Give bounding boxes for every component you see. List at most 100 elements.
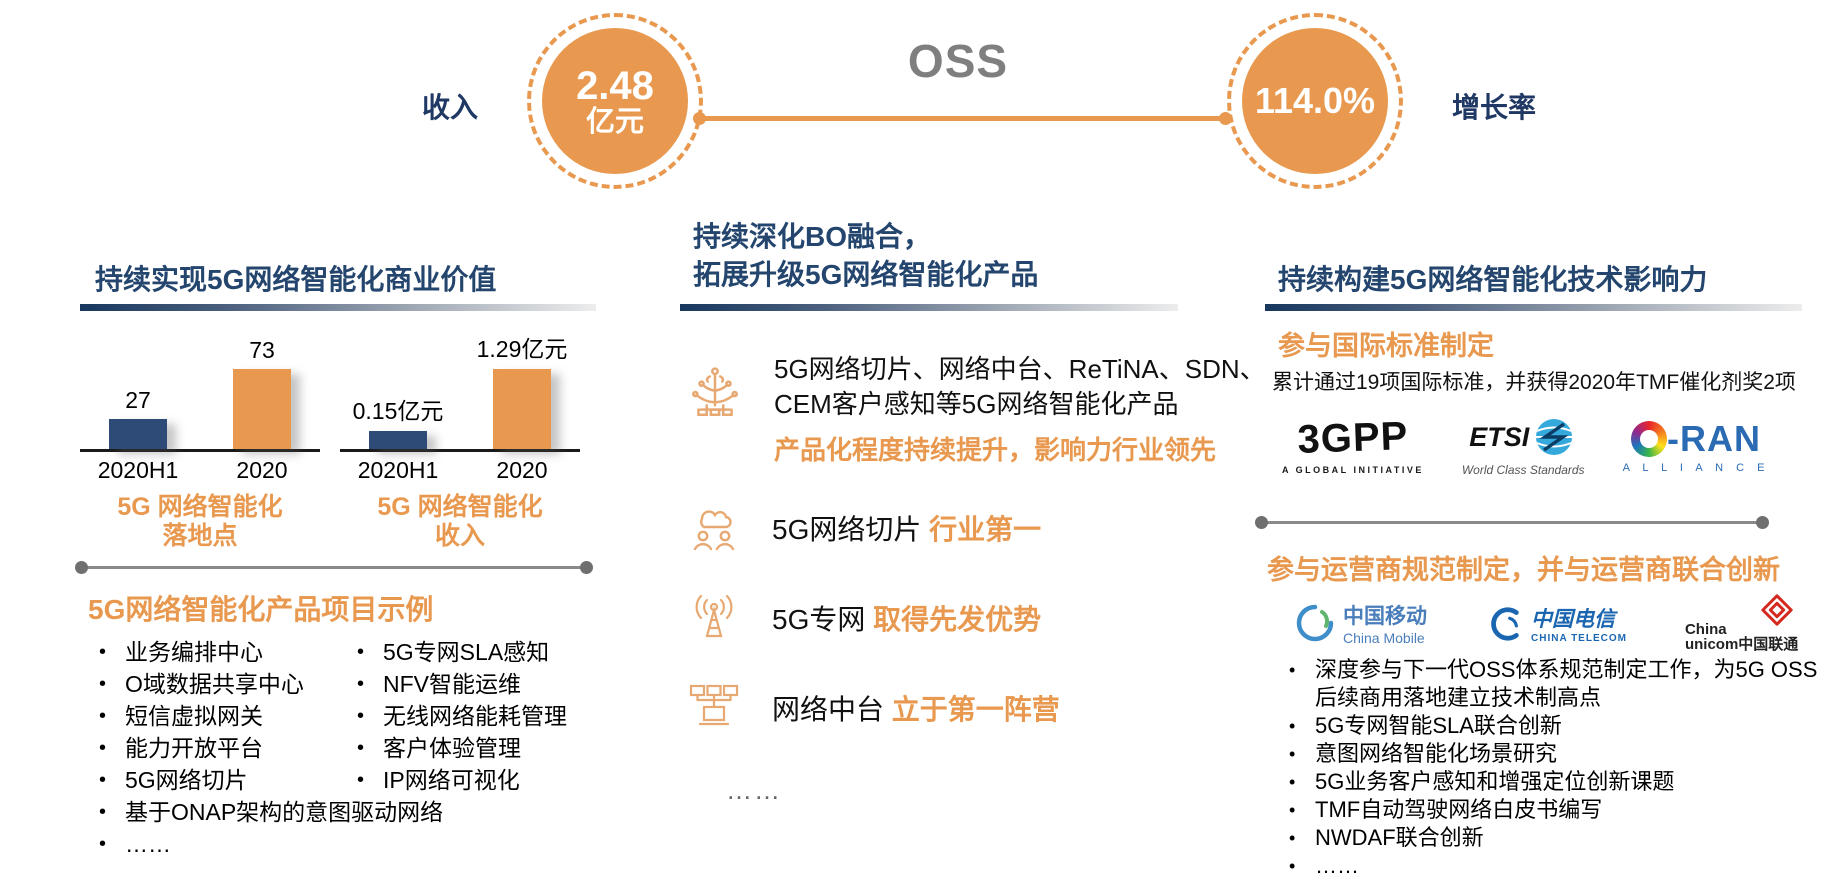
divider-dot [75, 561, 88, 574]
china-telecom-icon [1491, 607, 1519, 641]
oran-rainbow-ring-icon [1631, 420, 1668, 457]
growth-label: 增长率 [1452, 92, 1537, 123]
bar-2020h1 [369, 431, 427, 449]
etsi-wordmark: ETSI [1469, 421, 1530, 452]
left-section-divider [75, 561, 593, 574]
middle-item-products: 5G网络切片、网络中台、ReTiNA、SDN、 CEM客户感知等5G网络智能化产… [686, 352, 1266, 467]
chart-x-axis-labels: 2020H1 2020 [80, 457, 320, 484]
middle-item-text: 网络中台 立于第一阵营 [772, 688, 1060, 728]
middle-heading-underline [680, 304, 1178, 311]
bar-2020 [233, 369, 291, 449]
china-mobile-en: China Mobile [1343, 630, 1425, 646]
network-screens-icon [689, 684, 739, 726]
x-tick: 2020H1 [357, 457, 439, 483]
middle-ellipsis: …… [726, 775, 782, 805]
china-mobile-zh: 中国移动 [1343, 605, 1427, 628]
3gpp-wordmark: 3GPP [1296, 414, 1409, 462]
etsi-globe-icon [1536, 419, 1573, 455]
operators-heading: 参与运营商规范制定，并与运营商联合创新 [1267, 555, 1780, 585]
list-item: TMF自动驾驶网络白皮书编写 [1283, 796, 1831, 824]
logo-china-mobile: 中国移动 China Mobile [1295, 600, 1427, 646]
middle-item-network-platform: 网络中台 立于第一阵营 [686, 680, 1060, 736]
middle-item-slicing: 5G网络切片 行业第一 [686, 500, 1041, 556]
bar-group-2020: 73 [214, 337, 310, 449]
standards-logos: 3GPP A GLOBAL INITIATIVE ETSI World Clas… [1282, 414, 1770, 477]
middle-item-text: 5G专网 取得先发优势 [772, 598, 1041, 638]
list-item: 无线网络能耗管理 [353, 700, 603, 732]
china-telecom-zh: 中国电信 [1531, 607, 1615, 631]
bar-group-2020h1: 0.15亿元 [350, 392, 446, 449]
middle-panel-heading: 持续深化BO融合， 拓展升级5G网络智能化产品 [693, 221, 1039, 290]
logo-oran: -RAN A L L I A N C E [1623, 418, 1770, 474]
item-highlight: 行业第一 [929, 514, 1042, 545]
examples-list-2: 5G专网SLA感知 NFV智能运维 无线网络能耗管理 客户体验管理 IP网络可视… [353, 636, 603, 860]
chart-5g-sites: 27 73 2020H1 2020 5G 网络智能化 落地点 [80, 336, 320, 551]
list-item: O域数据共享中心 [95, 668, 353, 700]
growth-circle: 114.0% [1227, 13, 1403, 189]
list-item: …… [1283, 852, 1831, 880]
china-unicom-knot-icon [1761, 594, 1793, 626]
china-unicom-line1: China [1684, 621, 1727, 638]
item-title: 5G专网 [772, 604, 866, 635]
cloud-users-icon [693, 510, 735, 551]
product-list-line2: CEM客户感知等5G网络智能化产品 [774, 389, 1179, 419]
standards-description: 累计通过19项国际标准，并获得2020年TMF催化剂奖2项 [1272, 371, 1796, 394]
revenue-circle-inner: 2.48 亿元 [542, 28, 688, 174]
list-item: 客户体验管理 [353, 732, 603, 764]
list-item: 能力开放平台 [95, 732, 353, 764]
x-tick: 2020H1 [97, 457, 179, 483]
list-item: 5G业务客户感知和增强定位创新课题 [1283, 768, 1831, 796]
left-heading-underline [80, 304, 596, 311]
examples-list-1: 业务编排中心 O域数据共享中心 短信虚拟网关 能力开放平台 5G网络切片 基于O… [95, 636, 443, 860]
antenna-icon [695, 594, 733, 638]
oran-caption: A L L I A N C E [1622, 461, 1770, 474]
platform-tower-icon [692, 367, 738, 416]
chart-plot: 27 73 [80, 336, 320, 452]
bar-value-label: 27 [125, 387, 151, 413]
chart-plot: 0.15亿元 1.29亿元 [340, 336, 580, 452]
divider-dot [1756, 516, 1769, 529]
list-item: NWDAF联合创新 [1283, 824, 1831, 852]
list-item: IP网络可视化 [353, 764, 603, 796]
china-mobile-icon [1296, 604, 1334, 642]
left-charts: 27 73 2020H1 2020 5G 网络智能化 落地点 0.15亿元 [80, 336, 580, 551]
left-panel-heading: 持续实现5G网络智能化商业价值 [95, 264, 497, 295]
chart-5g-revenue: 0.15亿元 1.29亿元 2020H1 2020 5G 网络智能化 收入 [340, 336, 580, 551]
examples-heading: 5G网络智能化产品项目示例 [88, 594, 434, 625]
x-tick: 2020 [236, 457, 288, 483]
product-list-line1: 5G网络切片、网络中台、ReTiNA、SDN、 [774, 354, 1266, 384]
examples-lists: 业务编排中心 O域数据共享中心 短信虚拟网关 能力开放平台 5G网络切片 基于O… [95, 636, 603, 860]
divider-dot [1255, 516, 1268, 529]
list-item: 意图网络智能化场景研究 [1283, 740, 1831, 768]
middle-item-text: 5G网络切片 行业第一 [772, 508, 1041, 548]
growth-value: 114.0% [1254, 80, 1376, 122]
item-highlight: 取得先发优势 [873, 604, 1042, 635]
bar-2020h1 [109, 419, 167, 449]
middle-item-private-network: 5G专网 取得先发优势 [686, 590, 1041, 646]
product-highlight: 产品化程度持续提升，影响力行业领先 [774, 435, 1217, 465]
china-telecom-en: CHINA TELECOM [1531, 632, 1627, 644]
revenue-label: 收入 [422, 92, 479, 123]
list-item: 基于ONAP架构的意图驱动网络 [95, 796, 443, 828]
list-item: 短信虚拟网关 [95, 700, 353, 732]
bar-value-label: 0.15亿元 [352, 398, 444, 424]
chart-caption: 5G 网络智能化 落地点 [117, 493, 283, 550]
bar-value-label: 1.29亿元 [476, 336, 568, 362]
revenue-value: 2.48 [576, 63, 654, 108]
list-item: NFV智能运维 [353, 668, 603, 700]
divider-dot [580, 561, 593, 574]
logo-china-unicom: China unicom中国联通 [1685, 594, 1805, 652]
standards-heading: 参与国际标准制定 [1278, 331, 1494, 361]
list-item: 深度参与下一代OSS体系规范制定工作，为5G OSS后续商用落地建立技术制高点 [1283, 656, 1831, 712]
list-item: 5G专网智能SLA联合创新 [1283, 712, 1831, 740]
logo-3gpp: 3GPP A GLOBAL INITIATIVE [1282, 414, 1424, 475]
logo-etsi: ETSI World Class Standards [1462, 414, 1585, 477]
x-tick: 2020 [496, 457, 548, 483]
chart-caption: 5G 网络智能化 收入 [377, 493, 543, 550]
chart-x-axis-labels: 2020H1 2020 [340, 457, 580, 484]
revenue-unit: 亿元 [585, 105, 644, 138]
logo-china-telecom: 中国电信 CHINA TELECOM [1485, 603, 1627, 644]
operator-logos: 中国移动 China Mobile 中国电信 CHINA TELECOM [1295, 594, 1805, 652]
item-highlight: 立于第一阵营 [891, 694, 1060, 725]
